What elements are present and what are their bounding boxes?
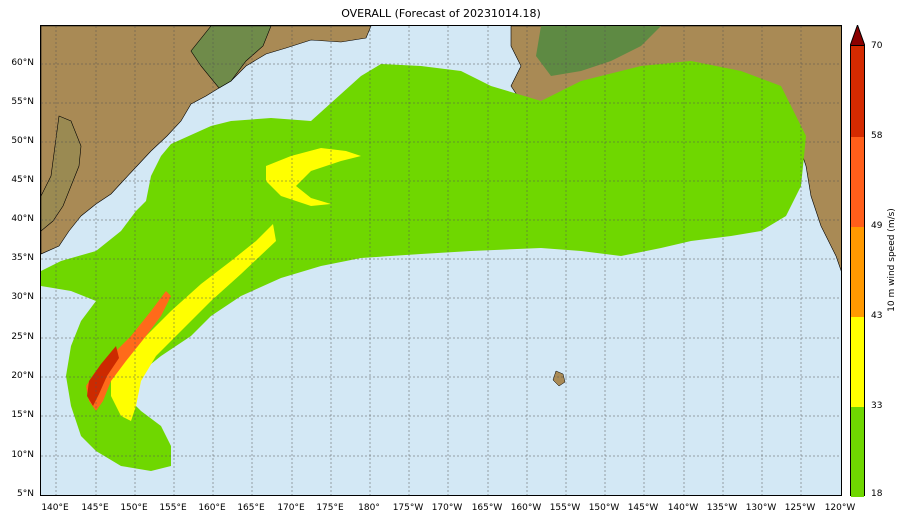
colorbar-extend-arrow (850, 25, 865, 46)
map-title: OVERALL (Forecast of 20231014.18) (341, 7, 541, 20)
lon-label-145e: 145°E (81, 503, 109, 513)
colorbar-tick-18: 18 (871, 489, 883, 499)
map-svg (41, 26, 841, 495)
lat-label-5n: 5°N (17, 489, 34, 499)
lon-label-175e: 175°E (316, 503, 344, 513)
land-alaska-green (536, 26, 661, 76)
lon-label-125w: 125°W (784, 503, 816, 513)
lon-label-165e: 165°E (237, 503, 265, 513)
lat-label-50n: 50°N (11, 136, 34, 146)
lon-label-140w: 140°W (667, 503, 699, 513)
colorbar-seg-43-49 (851, 227, 864, 317)
colorbar-tick-49: 49 (871, 221, 883, 231)
lon-label-130w: 130°W (745, 503, 777, 513)
land-asia (41, 26, 372, 255)
lat-label-15n: 15°N (11, 410, 34, 420)
wind-field-green (41, 61, 806, 471)
colorbar-seg-18-33 (851, 407, 864, 497)
lon-label-180: 180° (358, 503, 380, 513)
lon-label-160e: 160°E (198, 503, 226, 513)
land-hawaii (552, 370, 566, 387)
lat-label-40n: 40°N (11, 214, 34, 224)
colorbar-seg-33-43 (851, 317, 864, 407)
lat-label-35n: 35°N (11, 253, 34, 263)
lat-label-20n: 20°N (11, 371, 34, 381)
lon-label-170w: 170°W (431, 503, 463, 513)
lat-label-60n: 60°N (11, 58, 34, 68)
lon-label-170e: 170°E (277, 503, 305, 513)
colorbar-label: 10 m wind speed (m/s) (887, 208, 897, 312)
lon-label-160w: 160°W (510, 503, 542, 513)
lon-label-155w: 155°W (549, 503, 581, 513)
lon-label-175w: 175°W (392, 503, 424, 513)
lon-label-140e: 140°E (41, 503, 69, 513)
land-japan (41, 115, 82, 232)
colorbar-tick-58: 58 (871, 131, 883, 141)
lon-label-155e: 155°E (159, 503, 187, 513)
lat-label-30n: 30°N (11, 292, 34, 302)
lat-label-25n: 25°N (11, 332, 34, 342)
lon-label-150w: 150°W (588, 503, 620, 513)
wind-field-red (87, 346, 119, 406)
lon-label-165w: 165°W (471, 503, 503, 513)
colorbar-seg-49-58 (851, 137, 864, 227)
map-panel[interactable] (40, 25, 842, 496)
lat-label-45n: 45°N (11, 175, 34, 185)
colorbar (850, 45, 865, 497)
lon-label-150e: 150°E (120, 503, 148, 513)
lat-label-55n: 55°N (11, 97, 34, 107)
colorbar-tick-33: 33 (871, 401, 883, 411)
colorbar-tick-70: 70 (871, 41, 883, 51)
wind-field-yellow (111, 224, 276, 421)
colorbar-seg-58-70 (851, 46, 864, 137)
lat-label-10n: 10°N (11, 450, 34, 460)
wind-field-orange (86, 291, 171, 411)
wind-field-yellow-north (266, 148, 361, 206)
lon-label-135w: 135°W (706, 503, 738, 513)
graticule (41, 26, 841, 495)
lon-label-120w: 120°W (824, 503, 856, 513)
lon-label-145w: 145°W (627, 503, 659, 513)
colorbar-tick-43: 43 (871, 311, 883, 321)
land-kamchatka (190, 26, 272, 89)
